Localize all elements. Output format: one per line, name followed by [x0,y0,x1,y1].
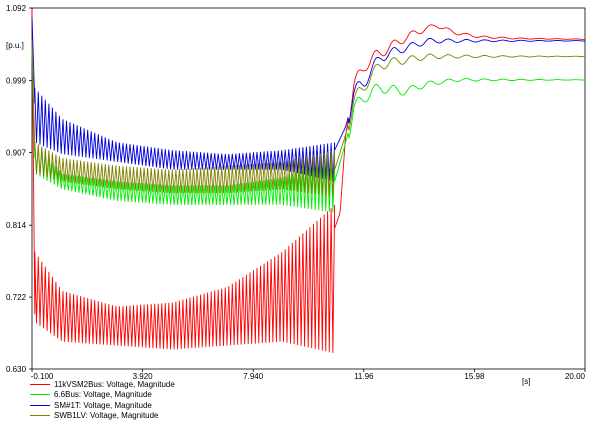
legend-item-sm1t: SM#1T: Voltage, Magnitude [30,400,175,411]
legend-swatch-red [30,383,50,385]
y-tick-label: 0.814 [6,221,27,230]
axis-layer: 0.630 0.722 0.814 0.907 0.999 1.092 -0.100 3.92… [6,4,586,381]
series-2 [31,17,585,182]
legend-label: SM#1T: Voltage, Magnitude [54,400,152,410]
x-tick-label: -0.100 [31,372,54,381]
x-tick-label: 20.00 [565,372,586,381]
x-tick-label: 7.940 [243,372,264,381]
series-line [31,48,585,213]
x-unit-label: [s] [522,377,530,386]
x-tick-label: 11.96 [354,372,374,381]
y-tick-label: 0.999 [6,77,27,86]
legend-swatch-green [30,394,50,396]
series-line [31,9,585,354]
y-tick-label: 0.722 [6,293,27,302]
legend-label: 11kVSM2Bus: Voltage, Magnitude [54,379,175,389]
legend-item-6-6bus: 6.6Bus: Voltage, Magnitude [30,390,175,401]
legend-swatch-blue [30,404,50,406]
series-0 [31,9,585,354]
y-tick-label: 0.630 [6,365,27,374]
legend-label: 6.6Bus: Voltage, Magnitude [54,390,152,400]
legend-item-11kvsm2bus: 11kVSM2Bus: Voltage, Magnitude [30,379,175,390]
chart-legend: 11kVSM2Bus: Voltage, Magnitude 6.6Bus: V… [30,379,175,421]
y-tick-label: 1.092 [6,4,27,13]
series-line [31,40,585,197]
legend-item-swb1lv: SWB1LV: Voltage, Magnitude [30,411,175,422]
series-line [31,17,585,182]
legend-label: SWB1LV: Voltage, Magnitude [54,411,159,421]
series-3 [31,40,585,197]
series-layer [31,9,585,354]
y-unit-label: [p.u.] [6,41,24,50]
x-tick-label: 15.98 [464,372,485,381]
series-1 [31,48,585,213]
legend-swatch-olive [30,415,50,417]
x-tick-label: 3.920 [133,372,154,381]
y-tick-label: 0.907 [6,149,27,158]
